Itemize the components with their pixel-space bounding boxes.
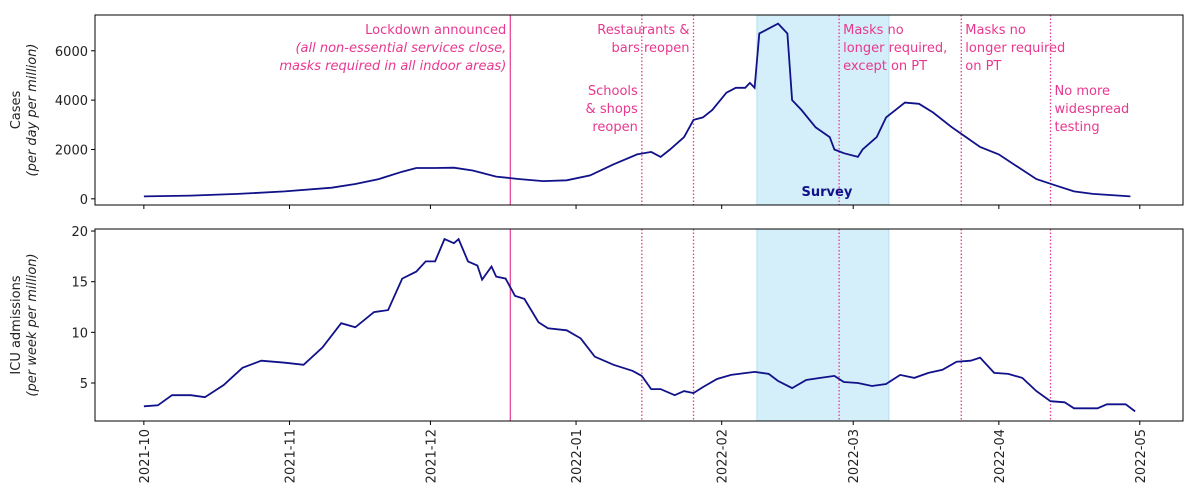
x-tick-label: 2021-11 [283, 429, 298, 483]
annotation: except on PT [843, 59, 927, 74]
y-axis-label: (per week per million) [25, 253, 40, 396]
annotation: Lockdown announced [365, 23, 506, 38]
x-tick-label: 2022-04 [993, 429, 1008, 483]
annotation: longer required, [843, 41, 947, 56]
plot-frame [94, 14, 1184, 206]
data-line [143, 22, 1131, 198]
annotation: & shops [586, 102, 638, 117]
annotation: bars reopen [612, 41, 690, 56]
y-axis-label: ICU admissions [9, 275, 24, 374]
y-tick-label: 6000 [55, 45, 88, 60]
annotation: Schools [588, 84, 638, 99]
annotation: Restaurants & [597, 23, 689, 38]
annotation: longer required [965, 41, 1065, 56]
x-tick-label: 2021-10 [138, 429, 153, 483]
annotation: Masks no [843, 23, 904, 38]
x-tick-label: 2022-05 [1134, 429, 1149, 483]
y-axis-label: Cases [9, 90, 24, 129]
plot-frame [94, 228, 1184, 422]
annotation: No more [1055, 84, 1111, 99]
survey-span [756, 228, 890, 422]
annotation: on PT [965, 59, 1001, 74]
y-tick-label: 10 [71, 326, 88, 341]
y-tick-label: 5 [80, 377, 88, 392]
annotation: testing [1055, 120, 1100, 135]
x-tick-label: 2022-03 [847, 429, 862, 483]
x-tick-label: 2022-01 [570, 429, 585, 483]
y-tick-label: 20 [71, 225, 88, 240]
span-label: Survey [802, 185, 853, 200]
annotation: reopen [592, 120, 638, 135]
x-tick-label: 2022-02 [716, 429, 731, 483]
annotation: masks required in all indoor areas) [279, 59, 506, 74]
annotation: (all non-essential services close, [295, 41, 506, 56]
y-axis-label: (per day per million) [25, 44, 40, 177]
y-tick-label: 15 [71, 276, 88, 291]
y-tick-label: 0 [80, 193, 88, 208]
data-line [143, 237, 1136, 413]
y-tick-label: 4000 [55, 94, 88, 109]
x-tick-label: 2021-12 [424, 429, 439, 483]
annotation: widespread [1055, 102, 1130, 117]
y-tick-label: 2000 [55, 143, 88, 158]
annotation: Masks no [965, 23, 1026, 38]
survey-span [756, 14, 890, 206]
